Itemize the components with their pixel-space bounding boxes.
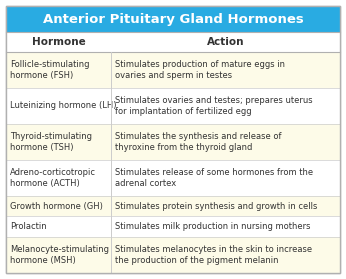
Bar bbox=[6, 88, 340, 124]
Bar bbox=[6, 6, 340, 32]
Text: Growth hormone (GH): Growth hormone (GH) bbox=[10, 202, 103, 211]
Text: Adreno-corticotropic
hormone (ACTH): Adreno-corticotropic hormone (ACTH) bbox=[10, 168, 96, 188]
Text: Follicle-stimulating
hormone (FSH): Follicle-stimulating hormone (FSH) bbox=[10, 60, 90, 80]
Text: Stimulates ovaries and testes; prepares uterus
for implantation of fertilized eg: Stimulates ovaries and testes; prepares … bbox=[115, 96, 313, 116]
Bar bbox=[6, 52, 340, 88]
Text: Melanocyte-stimulating
hormone (MSH): Melanocyte-stimulating hormone (MSH) bbox=[10, 245, 109, 265]
Text: Stimulates melanocytes in the skin to increase
the production of the pigment mel: Stimulates melanocytes in the skin to in… bbox=[115, 245, 312, 265]
Text: Action: Action bbox=[207, 37, 244, 47]
Bar bbox=[6, 32, 340, 52]
Text: Stimulates the synthesis and release of
thyroxine from the thyroid gland: Stimulates the synthesis and release of … bbox=[115, 132, 282, 152]
Text: Luteinizing hormone (LH): Luteinizing hormone (LH) bbox=[10, 102, 117, 110]
Text: Stimulates milk production in nursing mothers: Stimulates milk production in nursing mo… bbox=[115, 222, 311, 231]
Bar bbox=[6, 196, 340, 217]
Bar bbox=[6, 160, 340, 196]
Text: Hormone: Hormone bbox=[32, 37, 85, 47]
Text: Stimulates release of some hormones from the
adrenal cortex: Stimulates release of some hormones from… bbox=[115, 168, 313, 188]
Bar bbox=[6, 237, 340, 273]
Text: Stimulates protein synthesis and growth in cells: Stimulates protein synthesis and growth … bbox=[115, 202, 318, 211]
Text: Prolactin: Prolactin bbox=[10, 222, 47, 231]
Bar bbox=[6, 124, 340, 160]
Text: Anterior Pituitary Gland Hormones: Anterior Pituitary Gland Hormones bbox=[43, 13, 303, 25]
Text: Stimulates production of mature eggs in
ovaries and sperm in testes: Stimulates production of mature eggs in … bbox=[115, 60, 285, 80]
Bar bbox=[6, 217, 340, 237]
Text: Thyroid-stimulating
hormone (TSH): Thyroid-stimulating hormone (TSH) bbox=[10, 132, 92, 152]
